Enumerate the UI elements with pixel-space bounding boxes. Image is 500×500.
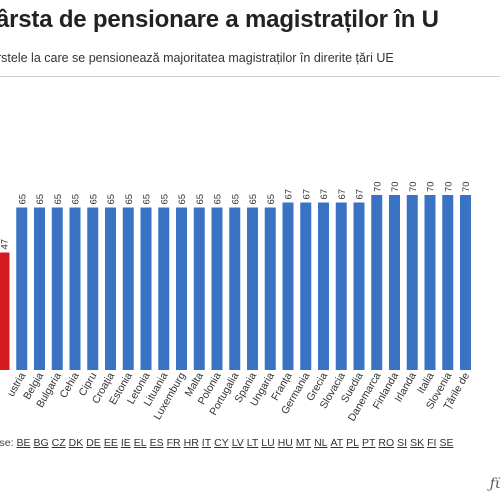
source-code-pt[interactable]: PT: [361, 437, 376, 449]
source-code-it[interactable]: IT: [201, 437, 212, 449]
source-code-be[interactable]: BE: [16, 437, 31, 449]
bar-10: [176, 207, 187, 370]
bar-16: [282, 202, 294, 370]
bar-14: [247, 207, 258, 370]
source-code-pl[interactable]: PL: [346, 437, 359, 449]
value-label-5: 65: [88, 194, 99, 205]
value-label-7: 65: [124, 194, 135, 205]
bar-24: [424, 195, 436, 370]
source-code-nl[interactable]: NL: [314, 437, 328, 449]
source-code-es[interactable]: ES: [149, 437, 164, 449]
value-label-25: 70: [443, 181, 454, 192]
chart-title: ârsta de pensionare a magistraților în U: [0, 6, 439, 33]
source-codes: BE BG CZ DK DE EE IE EL ES FR HR IT CY LV LT LU HU MT NL AT…: [16, 437, 456, 449]
value-label-12: 65: [213, 194, 224, 205]
bar-5: [87, 207, 99, 370]
source-code-lv[interactable]: LV: [231, 437, 244, 449]
value-labels-layer: 47 65 65 65 65 65 65 65 65 65 65 65 65 65 65 65 67 67 67 67…: [0, 181, 472, 249]
header-divider: [0, 76, 500, 77]
value-label-3: 65: [53, 194, 64, 205]
source-code-dk[interactable]: DK: [68, 437, 84, 449]
source-code-bg[interactable]: BG: [33, 437, 49, 449]
source-code-cy[interactable]: CY: [214, 437, 229, 449]
bar-6: [105, 207, 116, 370]
bar-2: [34, 207, 45, 370]
bar-12: [211, 207, 223, 370]
bar-3: [51, 207, 63, 370]
value-label-10: 65: [177, 194, 188, 205]
value-label-23: 70: [408, 181, 419, 192]
value-label-15: 65: [266, 194, 277, 205]
value-label-11: 65: [195, 194, 206, 205]
value-label-6: 65: [106, 194, 117, 205]
value-label-24: 70: [426, 181, 437, 192]
value-label-4: 65: [71, 194, 82, 205]
bar-13: [229, 207, 241, 370]
source-code-ee[interactable]: EE: [103, 437, 118, 449]
bar-26: [460, 195, 471, 370]
value-label-0: 47: [0, 239, 11, 250]
bar-7: [122, 207, 134, 370]
bar-0: [0, 252, 10, 370]
value-label-17: 67: [301, 189, 312, 200]
source-code-si[interactable]: SI: [397, 437, 408, 449]
value-label-18: 67: [319, 189, 330, 200]
source-code-cz[interactable]: CZ: [51, 437, 66, 449]
source-label: rse:: [0, 437, 14, 449]
source-code-se[interactable]: SE: [439, 437, 454, 449]
source-code-sk[interactable]: SK: [410, 437, 425, 449]
bar-9: [158, 207, 170, 370]
value-label-16: 67: [284, 189, 295, 200]
bars-layer: [0, 195, 471, 370]
source-code-fi[interactable]: FI: [427, 437, 437, 449]
value-label-1: 65: [17, 194, 28, 205]
source-line: rse: BEBGCZDKDEEEIEELESFRHRITCYLVLTLUHUM…: [0, 437, 456, 449]
category-label-4: Cehia: [57, 370, 81, 400]
value-label-14: 65: [248, 194, 259, 205]
bar-22: [389, 195, 400, 370]
source-code-lu[interactable]: LU: [261, 437, 275, 449]
bar-21: [371, 195, 383, 370]
value-label-22: 70: [390, 181, 401, 192]
value-label-19: 67: [337, 189, 348, 200]
bar-18: [318, 202, 329, 370]
bar-1: [16, 207, 28, 370]
source-code-hu[interactable]: HU: [277, 437, 293, 449]
bar-17: [300, 202, 312, 370]
publisher-logo: ƒū: [489, 476, 500, 492]
bar-4: [69, 207, 81, 370]
source-code-mt[interactable]: MT: [295, 437, 312, 449]
source-code-ro[interactable]: RO: [378, 437, 395, 449]
source-code-hr[interactable]: HR: [183, 437, 199, 449]
source-code-lt[interactable]: LT: [246, 437, 259, 449]
source-code-de[interactable]: DE: [86, 437, 101, 449]
bar-11: [193, 207, 205, 370]
source-code-at[interactable]: AT: [330, 437, 344, 449]
value-label-21: 70: [372, 181, 383, 192]
bar-19: [335, 202, 347, 370]
source-code-el[interactable]: EL: [133, 437, 147, 449]
source-code-ie[interactable]: IE: [120, 437, 131, 449]
bar-20: [353, 202, 365, 370]
value-label-13: 65: [230, 194, 241, 205]
bar-23: [406, 195, 418, 370]
bar-8: [140, 207, 152, 370]
value-label-8: 65: [142, 194, 153, 205]
value-label-2: 65: [35, 194, 46, 205]
value-label-9: 65: [159, 194, 170, 205]
bar-15: [264, 207, 276, 370]
value-label-26: 70: [461, 181, 472, 192]
chart-subtitle: rstele la care se pensionează majoritate…: [0, 51, 394, 65]
source-code-fr[interactable]: FR: [166, 437, 181, 449]
category-labels-layer: ustriaBelgiaBulgariaCehiaCipruCroațiaEst…: [5, 370, 472, 423]
value-label-20: 67: [355, 189, 366, 200]
bar-25: [442, 195, 454, 370]
